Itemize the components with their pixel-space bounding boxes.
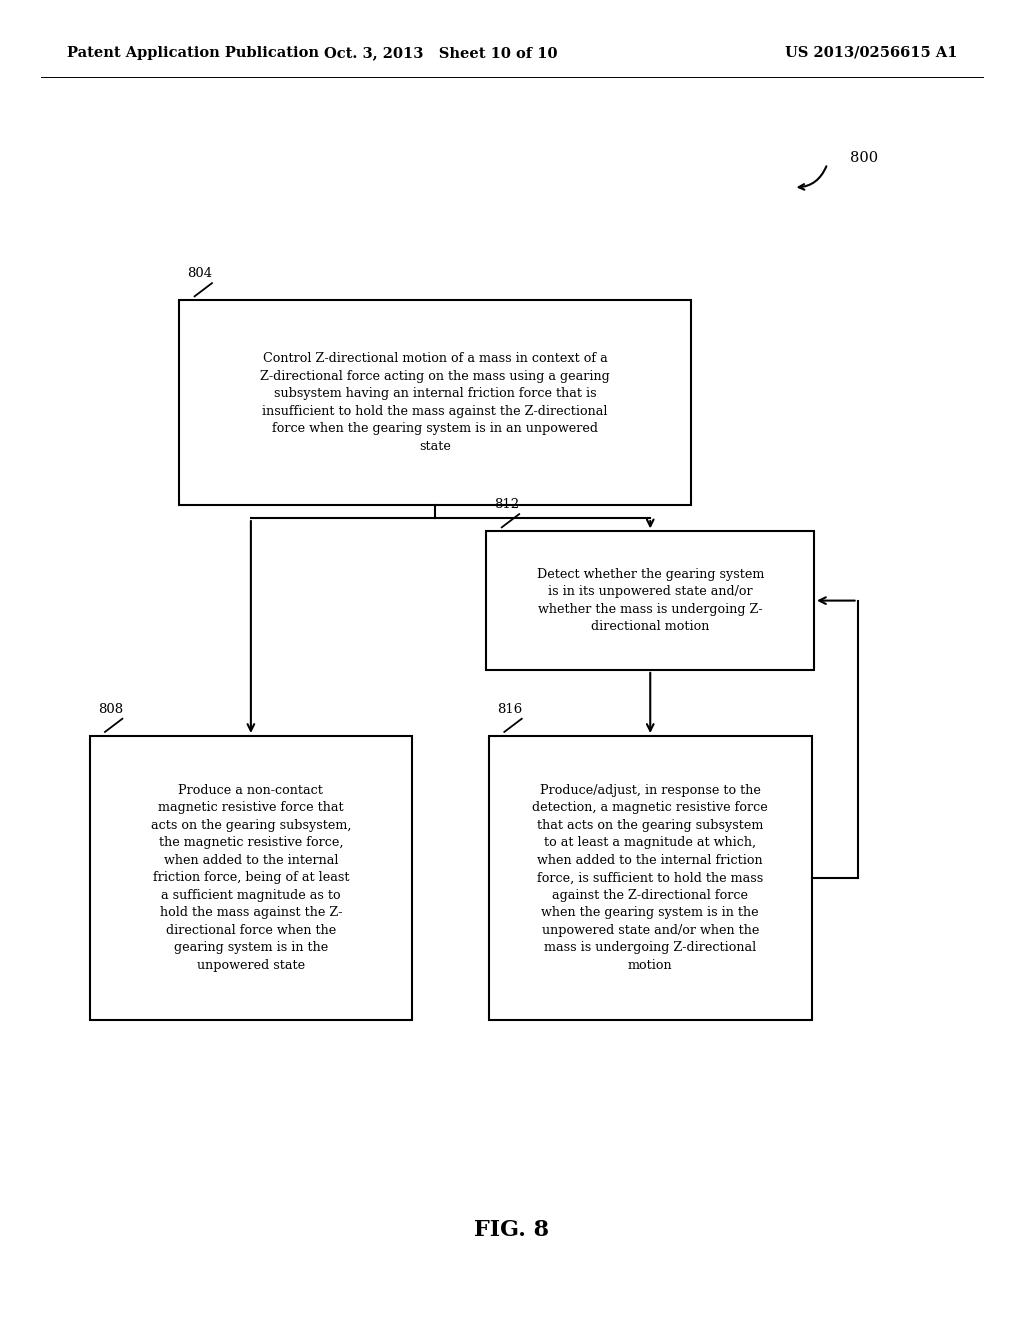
Text: US 2013/0256615 A1: US 2013/0256615 A1 xyxy=(785,46,957,59)
Bar xyxy=(90,737,412,1019)
Text: Produce a non-contact
magnetic resistive force that
acts on the gearing subsyste: Produce a non-contact magnetic resistive… xyxy=(151,784,351,972)
Text: FIG. 8: FIG. 8 xyxy=(474,1220,550,1241)
Bar xyxy=(486,531,814,671)
Bar xyxy=(179,301,691,506)
Text: Produce/adjust, in response to the
detection, a magnetic resistive force
that ac: Produce/adjust, in response to the detec… xyxy=(532,784,768,972)
Text: 804: 804 xyxy=(187,268,213,280)
Text: Patent Application Publication: Patent Application Publication xyxy=(67,46,318,59)
Text: Control Z-directional motion of a mass in context of a
Z-directional force actin: Control Z-directional motion of a mass i… xyxy=(260,352,610,453)
Text: Oct. 3, 2013   Sheet 10 of 10: Oct. 3, 2013 Sheet 10 of 10 xyxy=(324,46,557,59)
Text: 816: 816 xyxy=(498,704,522,715)
Bar xyxy=(489,737,811,1019)
Text: Detect whether the gearing system
is in its unpowered state and/or
whether the m: Detect whether the gearing system is in … xyxy=(537,568,764,634)
Text: 808: 808 xyxy=(98,704,123,715)
Text: 800: 800 xyxy=(850,152,878,165)
Text: 812: 812 xyxy=(495,499,520,511)
